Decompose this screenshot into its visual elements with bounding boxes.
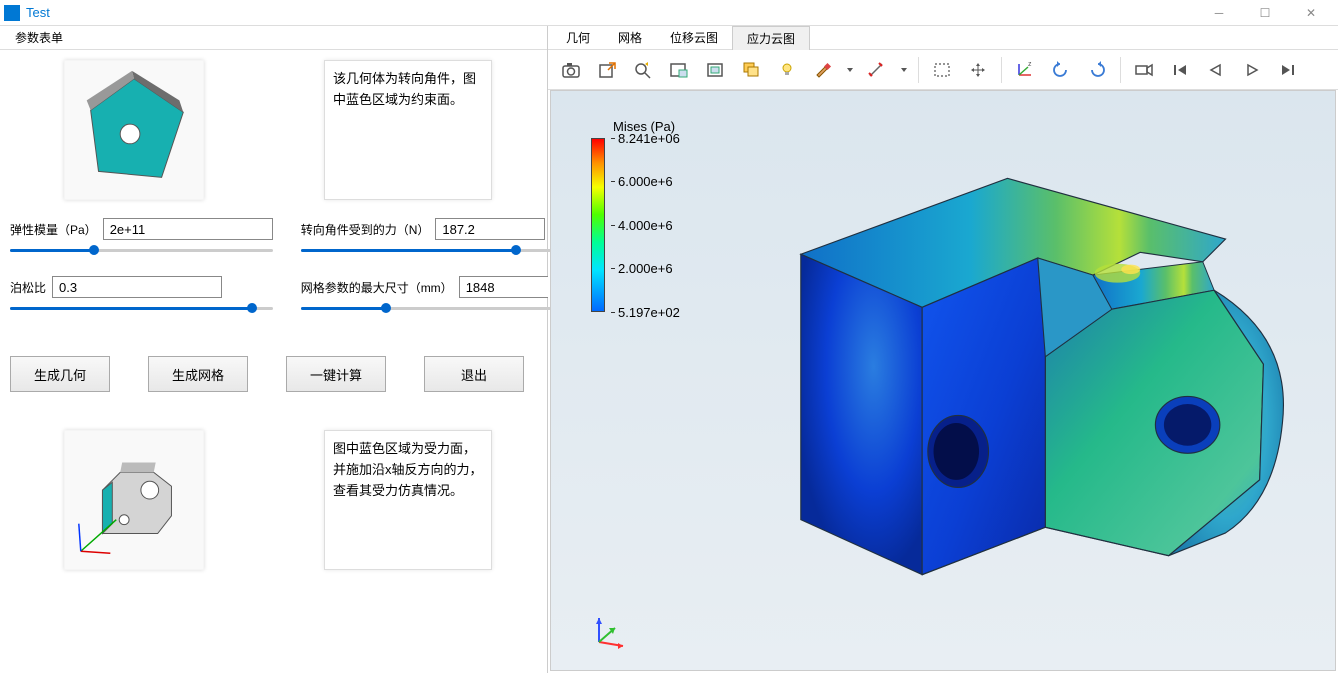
rotate-ccw-icon[interactable] <box>1046 55 1076 85</box>
dropdown-arrow-icon[interactable] <box>844 55 856 85</box>
viewport-toolbar: z <box>548 50 1338 90</box>
brush-icon[interactable] <box>808 55 838 85</box>
app-icon <box>4 5 20 21</box>
left-panel: 参数表单 该几何体为转向角件，图中蓝色区域为约束面。 <box>0 26 548 673</box>
constraint-thumbnail <box>64 60 204 200</box>
window-select-icon[interactable] <box>664 55 694 85</box>
play-back-icon[interactable] <box>1201 55 1231 85</box>
mesh-size-slider[interactable] <box>301 302 551 316</box>
zoom-icon[interactable] <box>628 55 658 85</box>
dropdown-arrow-icon[interactable] <box>898 55 910 85</box>
mesh-size-input[interactable] <box>459 276 551 298</box>
generate-geometry-button[interactable]: 生成几何 <box>10 356 110 392</box>
right-panel: 几何网格位移云图应力云图 z Mises (Pa) 8.241e+066.000… <box>548 26 1338 673</box>
fem-model <box>671 167 1325 660</box>
close-button[interactable]: ✕ <box>1288 0 1334 26</box>
elastic-modulus-label: 弹性模量（Pa） <box>10 221 97 238</box>
exit-button[interactable]: 退出 <box>424 356 524 392</box>
maximize-button[interactable]: ☐ <box>1242 0 1288 26</box>
toolbar-separator <box>1001 57 1002 83</box>
title-bar: Test ─ ☐ ✕ <box>0 0 1338 26</box>
tab-disp[interactable]: 位移云图 <box>656 26 732 49</box>
move-all-icon[interactable] <box>963 55 993 85</box>
axis-view-icon[interactable]: z <box>1010 55 1040 85</box>
viewport[interactable]: Mises (Pa) 8.241e+066.000e+64.000e+62.00… <box>550 90 1336 671</box>
color-legend: Mises (Pa) 8.241e+066.000e+64.000e+62.00… <box>591 119 680 312</box>
left-panel-header: 参数表单 <box>0 26 547 50</box>
poisson-label: 泊松比 <box>10 279 46 296</box>
right-tabs: 几何网格位移云图应力云图 <box>548 26 1338 50</box>
force-input[interactable] <box>435 218 545 240</box>
toolbar-separator <box>918 57 919 83</box>
tab-geometry[interactable]: 几何 <box>552 26 604 49</box>
camera-icon[interactable] <box>556 55 586 85</box>
minimize-button[interactable]: ─ <box>1196 0 1242 26</box>
measure-icon[interactable] <box>862 55 892 85</box>
prev-frame-icon[interactable] <box>1165 55 1195 85</box>
mesh-size-label: 网格参数的最大尺寸（mm） <box>301 279 453 296</box>
elastic-modulus-slider[interactable] <box>10 244 273 258</box>
bottom-note-box: 图中蓝色区域为受力面，并施加沿x轴反方向的力，查看其受力仿真情况。 <box>324 430 492 570</box>
generate-mesh-button[interactable]: 生成网格 <box>148 356 248 392</box>
left-panel-tab[interactable]: 参数表单 <box>4 25 74 50</box>
poisson-slider[interactable] <box>10 302 273 316</box>
axis-triad-icon <box>589 612 629 652</box>
light-icon[interactable] <box>772 55 802 85</box>
box-select-icon[interactable] <box>927 55 957 85</box>
export-icon[interactable] <box>592 55 622 85</box>
layers-icon[interactable] <box>736 55 766 85</box>
tab-mesh[interactable]: 网格 <box>604 26 656 49</box>
tab-stress[interactable]: 应力云图 <box>732 26 810 50</box>
legend-colorbar <box>591 138 605 312</box>
poisson-input[interactable] <box>52 276 222 298</box>
legend-ticks: 8.241e+066.000e+64.000e+62.000e+65.197e+… <box>611 138 680 312</box>
toolbar-separator <box>1120 57 1121 83</box>
one-click-calc-button[interactable]: 一键计算 <box>286 356 386 392</box>
elastic-modulus-input[interactable] <box>103 218 273 240</box>
play-fwd-icon[interactable] <box>1237 55 1267 85</box>
force-label: 转向角件受到的力（N） <box>301 221 430 238</box>
window-title: Test <box>26 5 1196 20</box>
video-cam-icon[interactable] <box>1129 55 1159 85</box>
force-slider[interactable] <box>301 244 551 258</box>
fit-view-icon[interactable] <box>700 55 730 85</box>
window-controls: ─ ☐ ✕ <box>1196 0 1334 26</box>
force-thumbnail <box>64 430 204 570</box>
rotate-cw-icon[interactable] <box>1082 55 1112 85</box>
top-note-box: 该几何体为转向角件，图中蓝色区域为约束面。 <box>324 60 492 200</box>
svg-text:z: z <box>1028 61 1032 68</box>
next-frame-icon[interactable] <box>1273 55 1303 85</box>
